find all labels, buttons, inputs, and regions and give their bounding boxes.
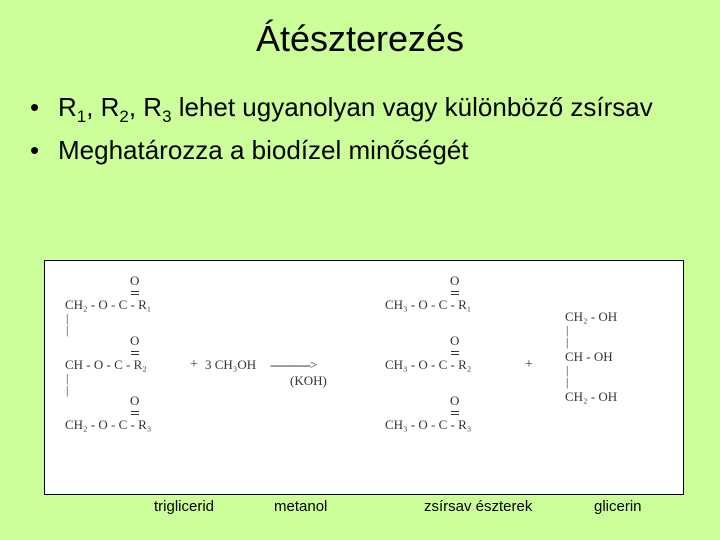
gly-line-mid: CH - OH <box>565 349 613 365</box>
bullet-1: • R1, R2, R3 lehet ugyanolyan vagy külön… <box>30 90 690 129</box>
reaction-panel: O CH₂ - O - C - R₁ | | O CH - O - C - R₂… <box>44 260 684 495</box>
bond-icon: | <box>66 383 68 398</box>
bullet-dot: • <box>30 133 58 168</box>
bullet-text: Meghatározza a biodízel minőségét <box>58 133 690 168</box>
est-O-mid: O <box>450 333 459 349</box>
tg-line-mid: CH - O - C - R₂ <box>65 357 147 373</box>
bullet-text: R1, R2, R3 lehet ugyanolyan vagy különbö… <box>58 90 690 129</box>
dbond-icon <box>131 349 139 357</box>
dbond-icon <box>131 289 139 297</box>
tg-line-bot: CH₂ - O - C - R₃ <box>65 417 151 433</box>
plus-sign: + <box>525 357 533 373</box>
tg-O-mid: O <box>130 333 139 349</box>
dbond-icon <box>451 349 459 357</box>
est-line-mid: CH₃ - O - C - R₂ <box>385 357 471 373</box>
plus-sign: + <box>190 357 198 373</box>
bullet-dot: • <box>30 90 58 129</box>
dbond-icon <box>451 289 459 297</box>
reaction-arrow: ------------> <box>270 357 316 373</box>
page-title: Átészterezés <box>0 0 720 60</box>
gly-line-top: CH₂ - OH <box>565 309 617 325</box>
est-line-top: CH₃ - O - C - R₁ <box>385 297 471 313</box>
bullet-list: • R1, R2, R3 lehet ugyanolyan vagy külön… <box>0 60 720 182</box>
bond-icon: | <box>566 375 568 390</box>
tg-O-bot: O <box>130 393 139 409</box>
bullet-2: • Meghatározza a biodízel minőségét <box>30 133 690 168</box>
label-glicerin: glicerin <box>594 498 642 515</box>
reaction-labels: triglicerid metanol zsírsav észterek gli… <box>44 498 684 528</box>
est-O-top: O <box>450 273 459 289</box>
est-line-bot: CH₃ - O - C - R₃ <box>385 417 471 433</box>
bond-icon: | <box>66 323 68 338</box>
est-O-bot: O <box>450 393 459 409</box>
gly-line-bot: CH₂ - OH <box>565 389 617 405</box>
bond-icon: | <box>566 335 568 350</box>
tg-O-top: O <box>130 273 139 289</box>
label-metanol: metanol <box>274 498 327 515</box>
dbond-icon <box>451 409 459 417</box>
label-eszterek: zsírsav észterek <box>424 498 532 515</box>
dbond-icon <box>131 409 139 417</box>
catalyst: (KOH) <box>290 373 327 389</box>
methanol: 3 CH₃OH <box>205 357 256 373</box>
tg-line-top: CH₂ - O - C - R₁ <box>65 297 151 313</box>
label-triglicerid: triglicerid <box>154 498 214 515</box>
